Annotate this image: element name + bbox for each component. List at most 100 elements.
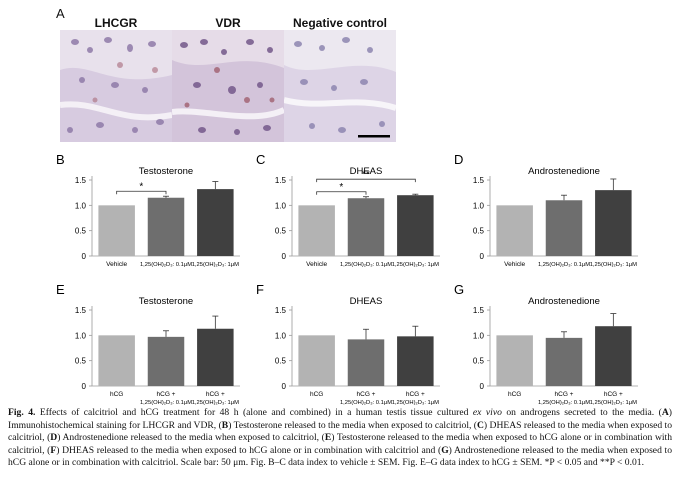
- x-tick-label: 1,25(OH)₂D₃: 0.1μM: [538, 400, 590, 406]
- y-tick-label: 0.5: [75, 357, 87, 366]
- y-tick-label: 0.5: [75, 227, 87, 236]
- caption-text-5: ) DHEAS released to the media when expos…: [8, 419, 673, 444]
- caption-text-8: ) DHEAS released to the media when expos…: [56, 444, 442, 456]
- panel-letter: C: [256, 152, 265, 167]
- chart-d-androstenedione: D Androstenedione 0 0.5 1.0 1.5 Vehicle 1,25(OH…: [454, 152, 638, 268]
- y-tick-label: 0: [282, 382, 287, 391]
- bar: [347, 198, 385, 256]
- chart-title: DHEAS: [350, 166, 383, 177]
- chart-g-androstenedione: G Androstenedione 0 0.5 1.0 1.5 hCG hCG + 1,25(O…: [454, 282, 638, 406]
- panel-letter-a: A: [56, 6, 65, 21]
- bar: [545, 337, 583, 386]
- caption-fig-label: Fig. 4.: [8, 407, 36, 418]
- caption-ref-g: G: [441, 444, 449, 456]
- caption-text-9: ) Androstenedione released to the media …: [8, 444, 673, 469]
- caption-ref-c: C: [476, 419, 484, 431]
- y-tick-label: 0.5: [275, 357, 287, 366]
- ihc-image-vdr: [172, 30, 284, 142]
- significance-label: **: [362, 170, 370, 181]
- bar: [298, 335, 335, 386]
- bar: [545, 200, 583, 256]
- x-tick-label: 1,25(OH)₂D₃: 0.1μM: [140, 262, 192, 268]
- bar: [397, 195, 434, 256]
- chart-title: Testosterone: [139, 166, 193, 177]
- panel-letter: B: [56, 152, 65, 167]
- significance-label: *: [139, 182, 143, 193]
- ihc-image-lhcgr: [60, 30, 172, 142]
- significance-label: *: [339, 182, 343, 193]
- y-tick-label: 1.0: [75, 201, 87, 210]
- y-tick-label: 1.5: [275, 176, 287, 185]
- y-tick-label: 0: [480, 382, 485, 391]
- caption-text-1: Effects of calcitriol and hCG treatment …: [39, 407, 473, 418]
- x-tick-label: hCG +: [406, 391, 425, 398]
- x-tick-label: 1,25(OH)₂D₃: 1μM: [590, 262, 637, 268]
- caption-ref-d: D: [50, 432, 58, 444]
- panel-letter: G: [454, 282, 464, 297]
- bar: [595, 190, 632, 256]
- bar: [496, 335, 533, 386]
- x-tick-label: 1,25(OH)₂D₃: 1μM: [192, 262, 239, 268]
- bar: [595, 326, 632, 386]
- y-tick-label: 1.0: [75, 331, 87, 340]
- x-tick-label: hCG +: [206, 391, 225, 398]
- y-tick-label: 1.0: [275, 331, 287, 340]
- x-tick-label: 1,25(OH)₂D₃: 0.1μM: [140, 400, 192, 406]
- caption-text-6: ) Androstenedione released to the media …: [57, 432, 325, 444]
- caption-ref-e: E: [324, 432, 332, 444]
- bar: [496, 205, 533, 256]
- y-tick-label: 0: [82, 252, 87, 261]
- y-tick-label: 1.0: [473, 201, 485, 210]
- y-tick-label: 1.5: [75, 306, 87, 315]
- caption-ref-f: F: [50, 444, 57, 456]
- y-tick-label: 1.5: [473, 306, 485, 315]
- caption-ref-b: B: [221, 419, 229, 431]
- y-tick-label: 0: [82, 382, 87, 391]
- caption-text-2: on androgens secreted to the media. (: [501, 407, 662, 418]
- x-tick-label: 1,25(OH)₂D₃: 1μM: [392, 400, 439, 406]
- x-tick-label: hCG: [310, 391, 323, 398]
- caption-text-7: ) Testosterone released to the media whe…: [8, 432, 673, 456]
- chart-title: DHEAS: [350, 296, 383, 307]
- significance-bracket: [316, 178, 416, 183]
- caption-text-4: ) Testosterone released to the media whe…: [228, 419, 477, 431]
- ihc-label-vdr: VDR: [215, 16, 241, 30]
- x-tick-label: 1,25(OH)₂D₃: 1μM: [392, 262, 439, 268]
- bar: [397, 336, 434, 386]
- y-tick-label: 0.5: [473, 227, 485, 236]
- x-tick-label: hCG +: [157, 391, 176, 398]
- y-tick-label: 0: [282, 252, 287, 261]
- x-tick-label: hCG +: [604, 391, 623, 398]
- caption-ex-vivo: ex vivo: [472, 407, 502, 418]
- bar: [147, 336, 185, 386]
- panel-letter: D: [454, 152, 463, 167]
- x-tick-label: Vehicle: [504, 261, 525, 268]
- significance-bracket: [116, 190, 167, 195]
- caption-text-3: ) Immunohistochemical staining for LHCGR…: [8, 407, 672, 431]
- chart-title: Testosterone: [139, 296, 193, 307]
- x-tick-label: 1,25(OH)₂D₃: 0.1μM: [340, 400, 392, 406]
- x-tick-label: Vehicle: [306, 261, 327, 268]
- y-tick-label: 1.5: [473, 176, 485, 185]
- chart-title: Androstenedione: [528, 166, 600, 177]
- y-tick-label: 1.5: [75, 176, 87, 185]
- ihc-label-lhcgr: LHCGR: [94, 16, 138, 30]
- x-tick-label: Vehicle: [106, 261, 127, 268]
- figure-caption: Fig. 4. Effects of calcitriol and hCG tr…: [8, 407, 672, 470]
- x-tick-label: 1,25(OH)₂D₃: 0.1μM: [340, 262, 392, 268]
- x-tick-label: hCG +: [357, 391, 376, 398]
- panel-letter: F: [256, 282, 264, 297]
- bar: [197, 189, 234, 256]
- bar: [147, 197, 185, 256]
- y-tick-label: 1.5: [275, 306, 287, 315]
- caption-ref-a: A: [661, 407, 669, 418]
- y-tick-label: 1.0: [275, 201, 287, 210]
- y-tick-label: 0.5: [473, 357, 485, 366]
- x-tick-label: hCG: [508, 391, 521, 398]
- ihc-label-negative-control: Negative control: [292, 16, 388, 30]
- y-tick-label: 1.0: [473, 331, 485, 340]
- chart-b-testosterone: B Testosterone 0 0.5 1.0 1.5 Vehicle 1,25(OH)₂D…: [56, 152, 240, 268]
- ihc-image-negative-control: [284, 30, 396, 142]
- y-tick-label: 0.5: [275, 227, 287, 236]
- chart-c-dheas: C DHEAS 0 0.5 1.0 1.5 Vehicle 1,25(OH)₂D₃: 0.1μ…: [256, 152, 440, 268]
